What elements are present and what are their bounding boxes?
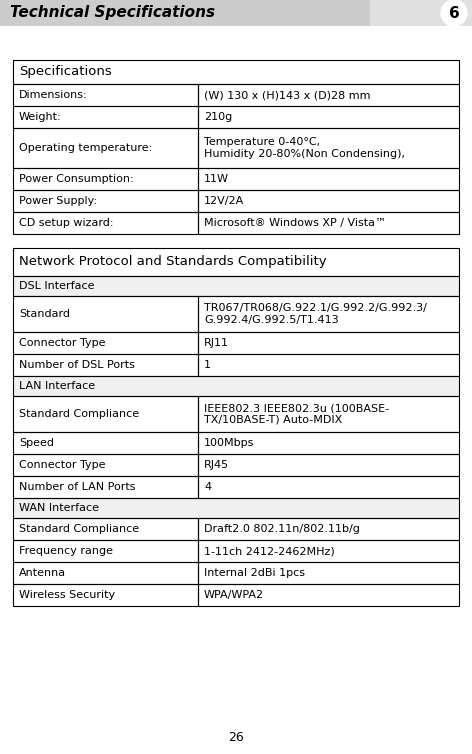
Text: 6: 6: [448, 5, 459, 20]
Bar: [198, 212, 459, 234]
Bar: [198, 128, 459, 168]
Bar: [13, 432, 198, 454]
Bar: [13, 498, 459, 518]
Bar: [13, 84, 198, 106]
Text: Number of DSL Ports: Number of DSL Ports: [19, 360, 135, 370]
Text: Draft2.0 802.11n/802.11b/g: Draft2.0 802.11n/802.11b/g: [204, 524, 360, 534]
Bar: [198, 84, 459, 106]
Text: CD setup wizard:: CD setup wizard:: [19, 218, 113, 228]
Text: Wireless Security: Wireless Security: [19, 590, 115, 600]
Text: 1-11ch 2412-2462MHz): 1-11ch 2412-2462MHz): [204, 546, 335, 556]
Bar: [13, 212, 198, 234]
Circle shape: [441, 0, 467, 26]
Text: 210g: 210g: [204, 112, 232, 122]
Bar: [13, 106, 198, 128]
Bar: [198, 190, 459, 212]
Text: Temperature 0-40°C,
Humidity 20-80%(Non Condensing),: Temperature 0-40°C, Humidity 20-80%(Non …: [204, 137, 405, 159]
Text: Standard Compliance: Standard Compliance: [19, 524, 139, 534]
Bar: [13, 376, 459, 396]
Text: 12V/2A: 12V/2A: [204, 196, 244, 206]
Bar: [198, 354, 459, 376]
Bar: [13, 276, 459, 296]
Text: Technical Specifications: Technical Specifications: [10, 5, 215, 20]
Text: Standard: Standard: [19, 309, 70, 319]
Text: Number of LAN Ports: Number of LAN Ports: [19, 482, 135, 492]
Text: Dimensions:: Dimensions:: [19, 90, 88, 100]
Bar: [198, 432, 459, 454]
Text: (W) 130 x (H)143 x (D)28 mm: (W) 130 x (H)143 x (D)28 mm: [204, 90, 371, 100]
Text: Antenna: Antenna: [19, 568, 66, 578]
Bar: [13, 128, 198, 168]
Text: Power Consumption:: Power Consumption:: [19, 174, 134, 184]
Bar: [198, 168, 459, 190]
Text: Internal 2dBi 1pcs: Internal 2dBi 1pcs: [204, 568, 305, 578]
Bar: [13, 584, 198, 606]
Text: WAN Interface: WAN Interface: [19, 503, 99, 513]
Bar: [198, 296, 459, 332]
Text: IEEE802.3 IEEE802.3u (100BASE-
TX/10BASE-T) Auto-MDIX: IEEE802.3 IEEE802.3u (100BASE- TX/10BASE…: [204, 403, 389, 425]
Bar: [198, 396, 459, 432]
Text: RJ45: RJ45: [204, 460, 229, 470]
Bar: [370, 0, 472, 26]
Bar: [13, 476, 198, 498]
Text: Connector Type: Connector Type: [19, 338, 106, 348]
Text: 100Mbps: 100Mbps: [204, 438, 254, 448]
Bar: [13, 168, 198, 190]
Text: DSL Interface: DSL Interface: [19, 281, 94, 291]
Text: Connector Type: Connector Type: [19, 460, 106, 470]
Bar: [13, 540, 198, 562]
Bar: [13, 296, 198, 332]
Text: 11W: 11W: [204, 174, 229, 184]
Text: 1: 1: [204, 360, 211, 370]
Bar: [13, 248, 459, 276]
Text: 26: 26: [228, 731, 244, 744]
Bar: [198, 518, 459, 540]
Bar: [13, 376, 459, 396]
Bar: [198, 454, 459, 476]
Text: Microsoft® Windows XP / Vista™: Microsoft® Windows XP / Vista™: [204, 218, 386, 228]
Bar: [13, 498, 459, 518]
Text: TR067/TR068/G.922.1/G.992.2/G.992.3/
G.992.4/G.992.5/T1.413: TR067/TR068/G.922.1/G.992.2/G.992.3/ G.9…: [204, 303, 427, 325]
Text: Operating temperature:: Operating temperature:: [19, 143, 152, 153]
Bar: [13, 562, 198, 584]
Text: 4: 4: [204, 482, 211, 492]
Bar: [13, 60, 459, 84]
Bar: [198, 562, 459, 584]
Bar: [198, 332, 459, 354]
Bar: [198, 584, 459, 606]
Bar: [13, 190, 198, 212]
Text: Network Protocol and Standards Compatibility: Network Protocol and Standards Compatibi…: [19, 256, 327, 268]
Bar: [198, 476, 459, 498]
Bar: [198, 540, 459, 562]
Text: WPA/WPA2: WPA/WPA2: [204, 590, 264, 600]
Text: Specifications: Specifications: [19, 66, 112, 78]
Text: Frequency range: Frequency range: [19, 546, 113, 556]
Text: LAN Interface: LAN Interface: [19, 381, 95, 391]
Bar: [13, 354, 198, 376]
Text: Standard Compliance: Standard Compliance: [19, 409, 139, 419]
Text: Weight:: Weight:: [19, 112, 62, 122]
Bar: [13, 332, 198, 354]
Text: Speed: Speed: [19, 438, 54, 448]
Bar: [13, 396, 198, 432]
Bar: [198, 106, 459, 128]
Text: Power Supply:: Power Supply:: [19, 196, 97, 206]
Text: RJ11: RJ11: [204, 338, 229, 348]
Bar: [13, 276, 459, 296]
Bar: [13, 518, 198, 540]
Bar: [13, 454, 198, 476]
Bar: [0, 0, 370, 26]
